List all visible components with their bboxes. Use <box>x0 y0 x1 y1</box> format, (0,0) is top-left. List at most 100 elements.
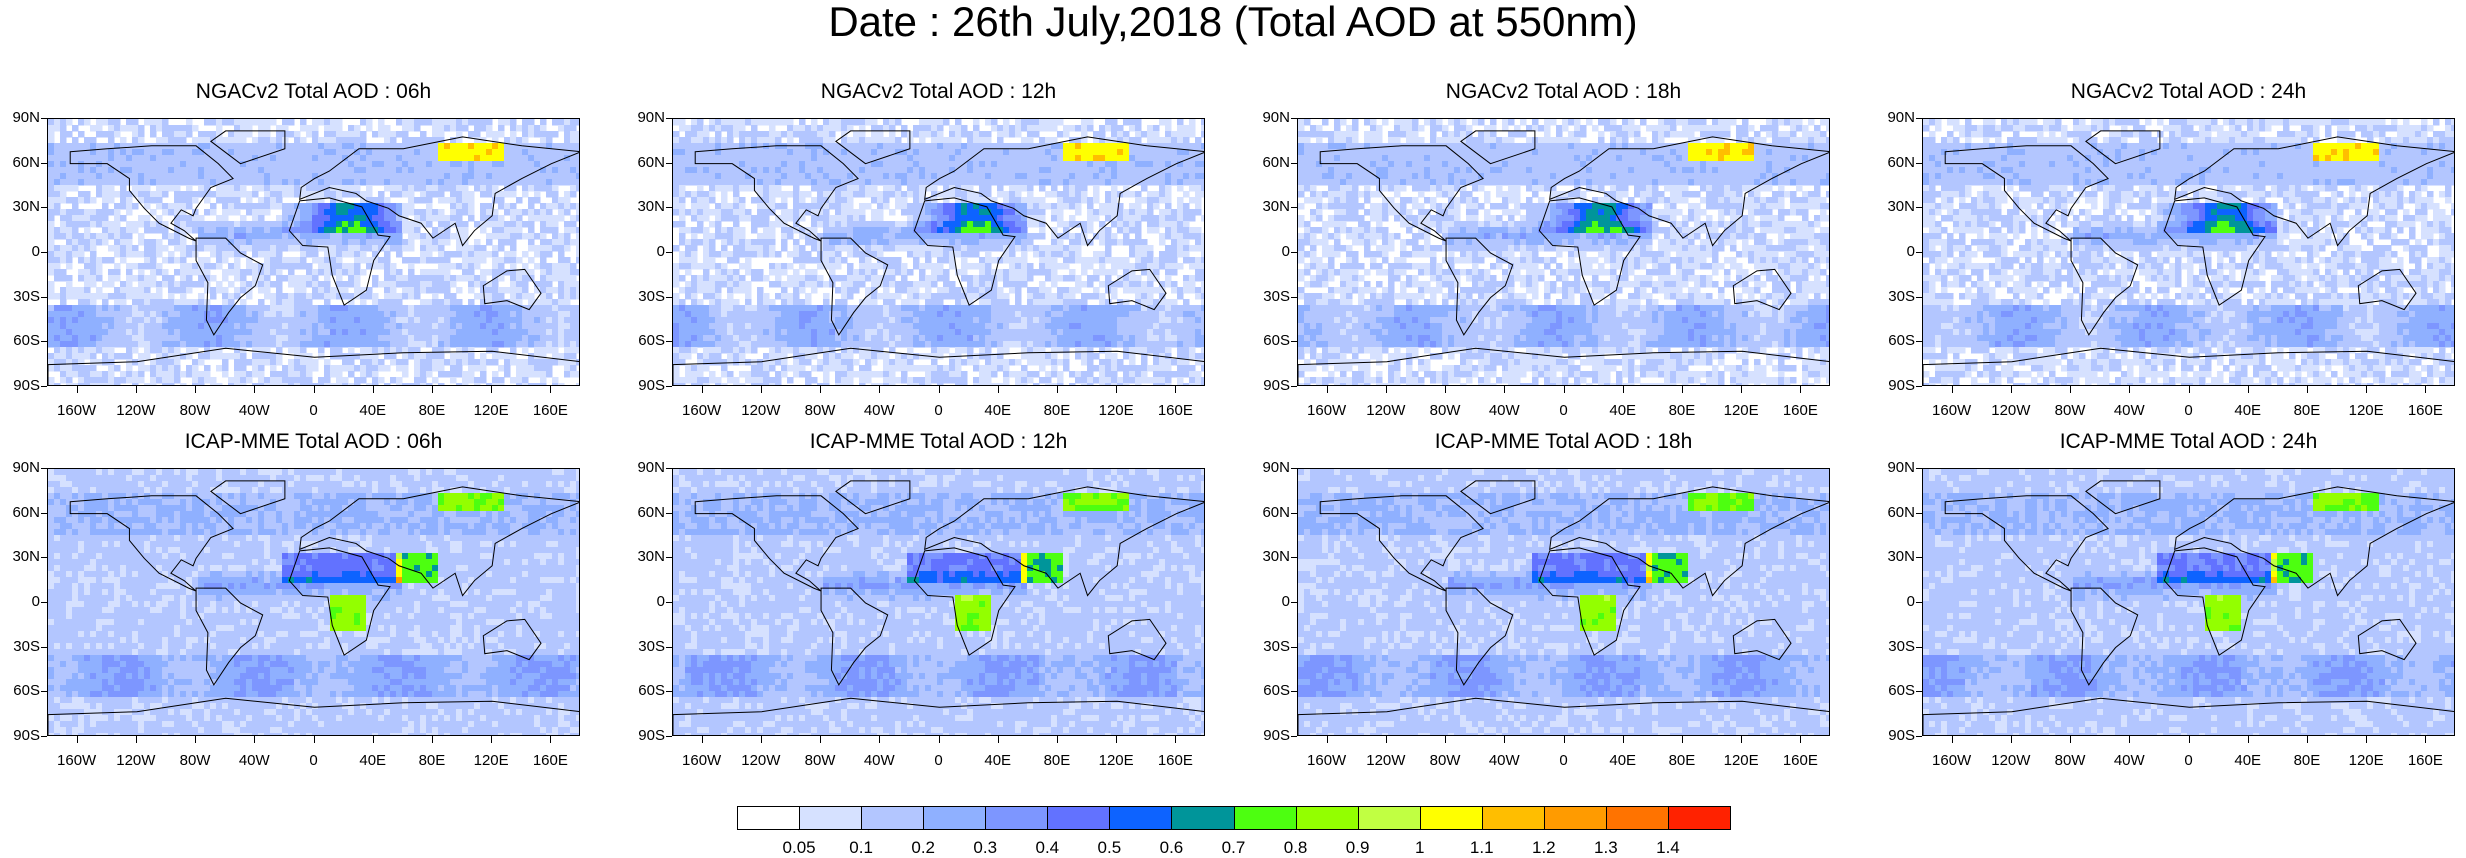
latitude-tick <box>666 513 672 514</box>
panel-title: ICAP-MME Total AOD : 06h <box>47 430 580 454</box>
colorbar-label: 0.9 <box>1333 838 1383 858</box>
latitude-label: 60N <box>1875 154 1915 171</box>
longitude-tick <box>1741 736 1742 743</box>
colorbar-label: 1.3 <box>1581 838 1631 858</box>
longitude-label: 80E <box>1652 402 1712 419</box>
longitude-tick <box>939 386 940 393</box>
latitude-label: 90S <box>1250 727 1290 744</box>
longitude-tick <box>2070 736 2071 743</box>
longitude-label: 160W <box>1922 752 1982 769</box>
longitude-label: 160W <box>47 752 107 769</box>
aod-field <box>1923 469 2455 736</box>
latitude-tick <box>666 602 672 603</box>
longitude-tick <box>491 736 492 743</box>
longitude-tick <box>2425 386 2426 393</box>
latitude-tick <box>1916 207 1922 208</box>
longitude-label: 120W <box>1356 402 1416 419</box>
longitude-tick <box>1741 386 1742 393</box>
latitude-tick <box>41 252 47 253</box>
latitude-label: 60S <box>1875 332 1915 349</box>
longitude-label: 0 <box>284 402 344 419</box>
aod-field <box>48 469 580 736</box>
longitude-tick <box>1623 736 1624 743</box>
longitude-label: 40W <box>1474 752 1534 769</box>
colorbar-label: 0.8 <box>1271 838 1321 858</box>
latitude-label: 0 <box>1250 243 1290 260</box>
latitude-tick <box>1916 602 1922 603</box>
latitude-label: 90N <box>1250 459 1290 476</box>
longitude-label: 120E <box>1086 402 1146 419</box>
latitude-label: 90S <box>1875 727 1915 744</box>
latitude-tick <box>41 647 47 648</box>
latitude-tick <box>1291 297 1297 298</box>
latitude-label: 90S <box>1250 377 1290 394</box>
longitude-label: 120E <box>1711 402 1771 419</box>
latitude-tick <box>666 341 672 342</box>
longitude-label: 80E <box>1027 752 1087 769</box>
longitude-tick <box>254 386 255 393</box>
longitude-label: 40W <box>2099 402 2159 419</box>
longitude-label: 120W <box>731 752 791 769</box>
latitude-tick <box>41 691 47 692</box>
latitude-label: 30N <box>625 198 665 215</box>
longitude-tick <box>373 386 374 393</box>
latitude-label: 30N <box>1250 198 1290 215</box>
colorbar-label: 0.6 <box>1146 838 1196 858</box>
longitude-label: 160W <box>1297 402 1357 419</box>
longitude-tick <box>2189 386 2190 393</box>
longitude-label: 160E <box>2395 402 2455 419</box>
latitude-tick <box>41 163 47 164</box>
latitude-tick <box>1916 252 1922 253</box>
longitude-label: 80E <box>1652 752 1712 769</box>
longitude-tick <box>77 386 78 393</box>
map-area <box>47 468 580 736</box>
latitude-tick <box>1916 647 1922 648</box>
latitude-tick <box>1291 468 1297 469</box>
longitude-label: 160E <box>520 402 580 419</box>
latitude-label: 0 <box>625 593 665 610</box>
longitude-tick <box>1116 736 1117 743</box>
longitude-label: 120E <box>2336 752 2396 769</box>
latitude-tick <box>666 468 672 469</box>
longitude-tick <box>1116 386 1117 393</box>
longitude-label: 120E <box>461 752 521 769</box>
panel-title: ICAP-MME Total AOD : 24h <box>1922 430 2455 454</box>
latitude-label: 60S <box>0 682 40 699</box>
longitude-tick <box>2248 736 2249 743</box>
longitude-label: 40E <box>343 752 403 769</box>
longitude-label: 120E <box>1086 752 1146 769</box>
latitude-tick <box>1916 513 1922 514</box>
colorbar-swatch <box>1420 806 1483 830</box>
latitude-label: 60N <box>1875 504 1915 521</box>
latitude-label: 0 <box>0 243 40 260</box>
latitude-label: 30N <box>1875 198 1915 215</box>
colorbar-label: 0.1 <box>836 838 886 858</box>
colorbar-swatch <box>1606 806 1669 830</box>
longitude-tick <box>254 736 255 743</box>
latitude-label: 90S <box>0 377 40 394</box>
longitude-label: 0 <box>2159 402 2219 419</box>
longitude-label: 80W <box>165 402 225 419</box>
latitude-tick <box>666 163 672 164</box>
longitude-tick <box>491 386 492 393</box>
longitude-label: 160W <box>47 402 107 419</box>
longitude-tick <box>432 736 433 743</box>
longitude-tick <box>2011 736 2012 743</box>
latitude-tick <box>1916 341 1922 342</box>
latitude-tick <box>41 207 47 208</box>
longitude-label: 0 <box>1534 752 1594 769</box>
longitude-label: 80W <box>790 752 850 769</box>
latitude-tick <box>1916 691 1922 692</box>
colorbar-swatch <box>923 806 986 830</box>
longitude-label: 80W <box>790 402 850 419</box>
latitude-tick <box>1916 557 1922 558</box>
longitude-tick <box>550 386 551 393</box>
longitude-label: 80W <box>2040 402 2100 419</box>
latitude-label: 0 <box>1875 243 1915 260</box>
longitude-tick <box>1057 386 1058 393</box>
latitude-tick <box>1916 468 1922 469</box>
latitude-label: 0 <box>1875 593 1915 610</box>
longitude-label: 160E <box>1145 402 1205 419</box>
map-area <box>1297 118 1830 386</box>
